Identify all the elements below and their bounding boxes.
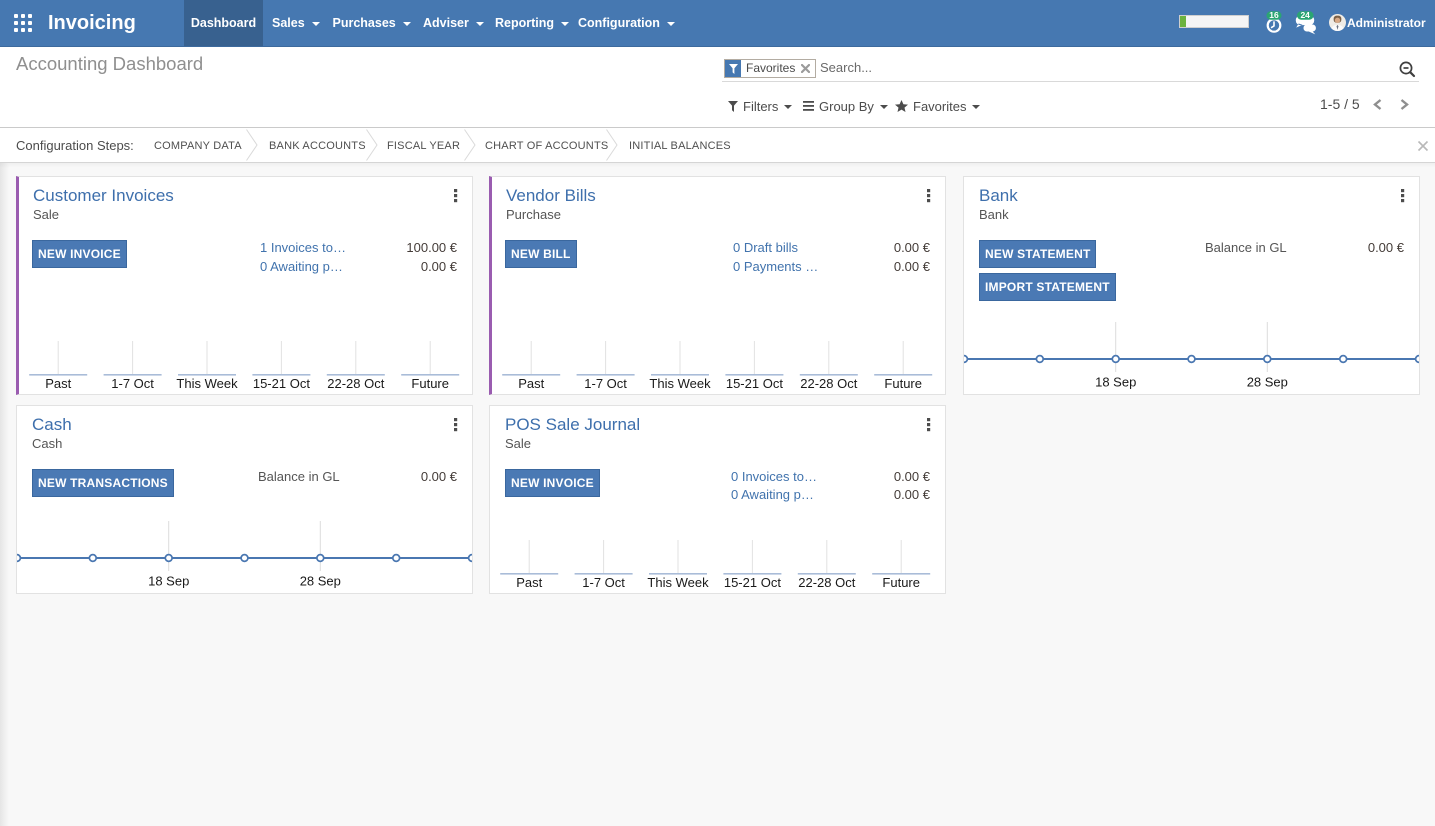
svg-text:15-21 Oct: 15-21 Oct xyxy=(724,575,781,590)
svg-text:This Week: This Week xyxy=(649,376,711,391)
svg-text:28 Sep: 28 Sep xyxy=(1247,375,1288,390)
svg-text:Future: Future xyxy=(884,376,922,391)
svg-text:28 Sep: 28 Sep xyxy=(300,573,341,588)
svg-text:Future: Future xyxy=(411,376,449,391)
svg-text:Past: Past xyxy=(45,376,71,391)
svg-text:15-21 Oct: 15-21 Oct xyxy=(253,376,310,391)
svg-text:15-21 Oct: 15-21 Oct xyxy=(726,376,783,391)
svg-text:Future: Future xyxy=(882,575,920,590)
svg-text:This Week: This Week xyxy=(176,376,238,391)
svg-text:Past: Past xyxy=(516,575,542,590)
svg-text:22-28 Oct: 22-28 Oct xyxy=(800,376,857,391)
svg-text:18 Sep: 18 Sep xyxy=(1095,375,1136,390)
svg-text:1-7 Oct: 1-7 Oct xyxy=(111,376,154,391)
svg-text:1-7 Oct: 1-7 Oct xyxy=(584,376,627,391)
svg-text:This Week: This Week xyxy=(647,575,709,590)
svg-text:Past: Past xyxy=(518,376,544,391)
svg-text:1-7 Oct: 1-7 Oct xyxy=(582,575,625,590)
svg-text:22-28 Oct: 22-28 Oct xyxy=(327,376,384,391)
svg-text:22-28 Oct: 22-28 Oct xyxy=(798,575,855,590)
svg-text:18 Sep: 18 Sep xyxy=(148,573,189,588)
svg-text:16: 16 xyxy=(1269,10,1279,20)
svg-text:24: 24 xyxy=(1300,10,1310,20)
